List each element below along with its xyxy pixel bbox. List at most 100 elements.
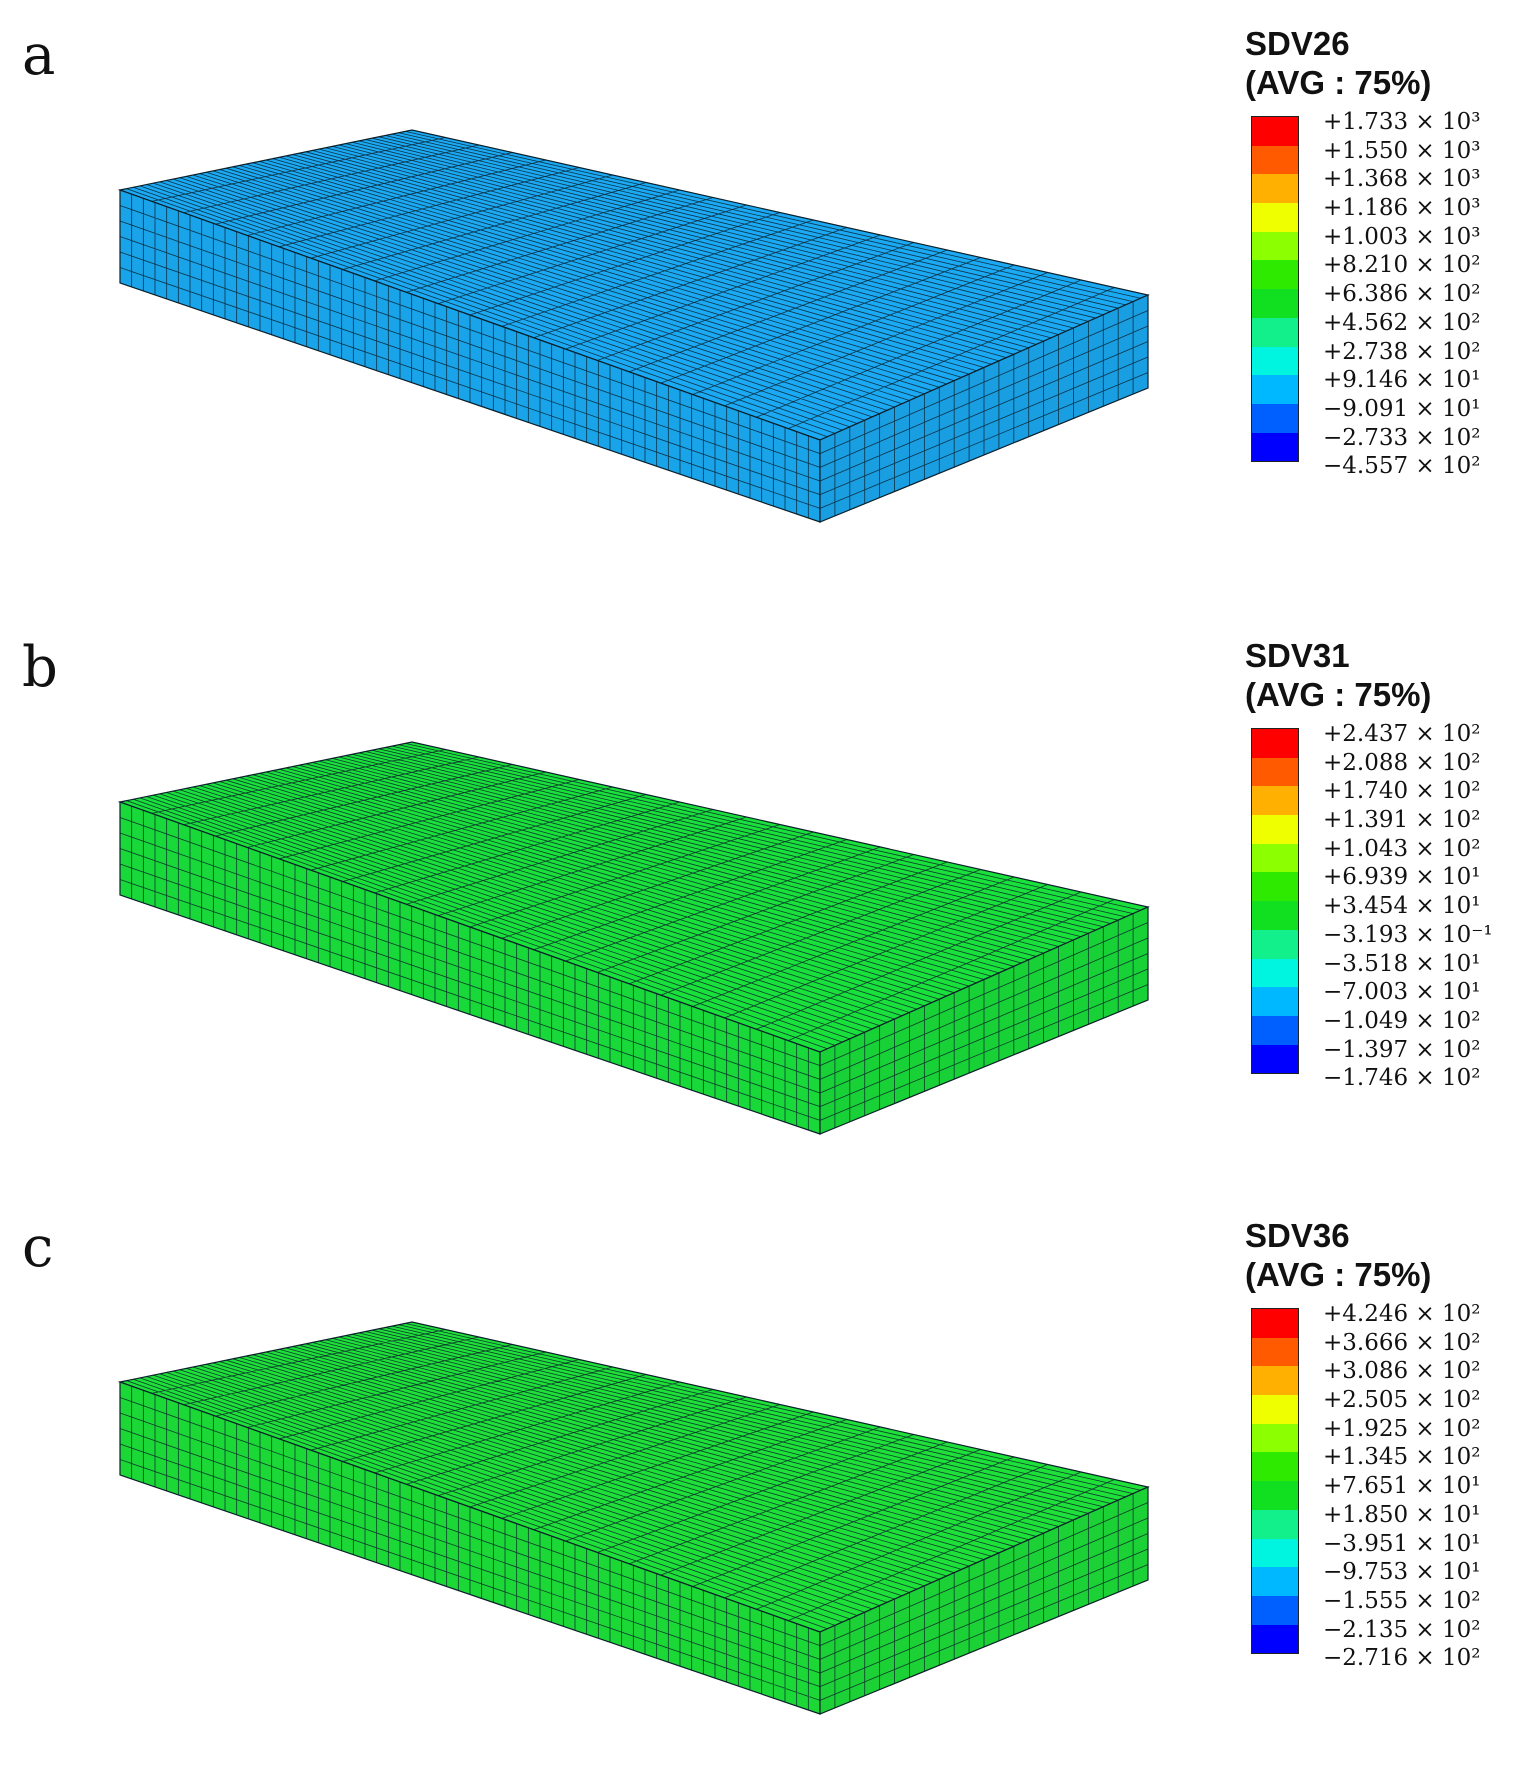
legend-swatch — [1252, 987, 1298, 1016]
legend-label: −4.557 × 10² — [1323, 453, 1481, 480]
legend-swatch — [1252, 1567, 1298, 1596]
legend-label: +9.146 × 10¹ — [1323, 367, 1481, 394]
legend-title: SDV26 — [1245, 25, 1350, 62]
legend-label: +3.666 × 10² — [1323, 1329, 1481, 1356]
legend-swatch — [1252, 403, 1298, 433]
end-face-grid — [819, 913, 1149, 1128]
panel-a: a SDV26 (AVG : 75%) +1.733 × 10³ +1.550 ×… — [0, 0, 1538, 595]
legend-swatch — [1252, 1015, 1298, 1045]
legend-swatch — [1252, 145, 1298, 175]
legend-swatch — [1252, 1509, 1298, 1539]
panel-label: c — [22, 1215, 54, 1280]
legend-swatch — [1252, 1395, 1298, 1424]
legend-label: +2.505 × 10² — [1323, 1387, 1481, 1414]
legend-swatch — [1252, 346, 1298, 376]
legend-swatch — [1252, 786, 1298, 816]
legend-swatch — [1252, 432, 1298, 462]
legend-label: +2.437 × 10² — [1323, 721, 1481, 747]
legend-title: SDV31 — [1245, 637, 1350, 674]
legend-swatch — [1252, 929, 1298, 959]
legend-label: +3.454 × 10¹ — [1323, 893, 1481, 920]
legend-swatch — [1252, 231, 1298, 261]
legend-swatch — [1252, 1538, 1298, 1568]
panel-c: c SDV36 (AVG : 75%) +4.246 × 10² +3.666 ×… — [0, 1192, 1538, 1787]
legend-label: +7.651 × 10¹ — [1323, 1473, 1481, 1500]
legend-swatch — [1252, 815, 1298, 844]
panel-label: a — [22, 23, 56, 88]
legend-swatch — [1252, 1423, 1298, 1453]
color-legend: SDV26 (AVG : 75%) +1.733 × 10³ +1.550 × 1… — [1245, 24, 1535, 479]
legend-label: +1.186 × 10³ — [1323, 195, 1481, 222]
legend-swatch — [1252, 1595, 1298, 1625]
legend-label: −2.733 × 10² — [1323, 424, 1481, 451]
end-face-grid — [819, 301, 1149, 516]
legend-label: +1.345 × 10² — [1323, 1444, 1481, 1471]
legend-label: −7.003 × 10¹ — [1323, 979, 1481, 1006]
legend-label: −3.518 × 10¹ — [1323, 950, 1481, 977]
legend-swatch — [1252, 289, 1298, 318]
legend-swatch — [1252, 872, 1298, 902]
legend-swatch — [1252, 901, 1298, 930]
legend-label: +1.740 × 10² — [1323, 778, 1481, 805]
mesh-block — [117, 741, 1150, 1135]
legend-avg: (AVG : 75%) — [1245, 1256, 1432, 1293]
legend-label: +1.391 × 10² — [1323, 807, 1481, 834]
legend-labels: +1.733 × 10³ +1.550 × 10³ +1.368 × 10³ +1.1… — [1323, 108, 1481, 481]
legend-title: SDV36 — [1245, 1217, 1350, 1254]
legend-swatches — [1251, 1308, 1299, 1655]
panel-b: b SDV31 (AVG : 75%) +2.437 × 10² +2.088 ×… — [0, 612, 1538, 1207]
legend-swatch — [1252, 1452, 1298, 1482]
legend-label: +4.562 × 10² — [1323, 309, 1481, 336]
legend-label: +1.003 × 10³ — [1323, 223, 1481, 250]
front-face-grid — [119, 1386, 821, 1711]
panel-label: b — [22, 635, 58, 700]
legend-swatch — [1252, 203, 1298, 232]
legend-swatch — [1252, 317, 1298, 347]
legend-swatch — [1252, 174, 1298, 204]
legend-label: +1.925 × 10² — [1323, 1415, 1481, 1442]
front-face-grid — [119, 806, 821, 1131]
legend-swatch — [1252, 1624, 1298, 1654]
legend-swatches — [1251, 116, 1299, 463]
legend-label: −1.049 × 10² — [1323, 1007, 1481, 1034]
legend-swatch — [1252, 375, 1298, 404]
legend-swatch — [1252, 729, 1298, 758]
legend-avg: (AVG : 75%) — [1245, 676, 1432, 713]
mesh-block — [117, 129, 1150, 523]
legend-label: +4.246 × 10² — [1323, 1301, 1481, 1327]
legend-labels: +2.437 × 10² +2.088 × 10² +1.740 × 10² +1.3… — [1323, 720, 1493, 1093]
front-face-grid — [119, 194, 821, 519]
legend-label: +1.850 × 10¹ — [1323, 1501, 1481, 1528]
legend-swatch — [1252, 1481, 1298, 1510]
mesh-block — [117, 1321, 1150, 1715]
legend-label: −1.397 × 10² — [1323, 1036, 1481, 1063]
end-face-grid — [819, 1493, 1149, 1708]
legend-swatch — [1252, 1337, 1298, 1367]
top-face-grid — [126, 742, 1141, 1050]
legend-swatch — [1252, 260, 1298, 290]
legend-label: +1.368 × 10³ — [1323, 166, 1481, 193]
legend-label: −2.135 × 10² — [1323, 1616, 1481, 1643]
legend-label: +1.550 × 10³ — [1323, 137, 1481, 164]
legend-labels: +4.246 × 10² +3.666 × 10² +3.086 × 10² +2.5… — [1323, 1300, 1481, 1673]
legend-swatch — [1252, 757, 1298, 787]
legend-avg: (AVG : 75%) — [1245, 64, 1432, 101]
legend-label: +3.086 × 10² — [1323, 1358, 1481, 1385]
legend-label: +6.939 × 10¹ — [1323, 864, 1481, 891]
legend-label: +8.210 × 10² — [1323, 252, 1481, 279]
legend-swatch — [1252, 1366, 1298, 1396]
legend-label: −2.716 × 10² — [1323, 1645, 1481, 1672]
top-face-grid — [126, 130, 1141, 438]
legend-label: −9.753 × 10¹ — [1323, 1559, 1481, 1586]
legend-swatches — [1251, 728, 1299, 1075]
legend-label: −3.193 × 10⁻¹ — [1323, 921, 1493, 948]
legend-label: +1.733 × 10³ — [1323, 109, 1481, 135]
legend-label: −3.951 × 10¹ — [1323, 1530, 1481, 1557]
legend-label: +6.386 × 10² — [1323, 281, 1481, 308]
legend-label: +1.043 × 10² — [1323, 835, 1481, 862]
legend-label: +2.738 × 10² — [1323, 338, 1481, 365]
top-face-grid — [126, 1322, 1141, 1630]
color-legend: SDV36 (AVG : 75%) +4.246 × 10² +3.666 × 1… — [1245, 1216, 1535, 1671]
legend-label: +2.088 × 10² — [1323, 749, 1481, 776]
color-legend: SDV31 (AVG : 75%) +2.437 × 10² +2.088 × 1… — [1245, 636, 1535, 1091]
